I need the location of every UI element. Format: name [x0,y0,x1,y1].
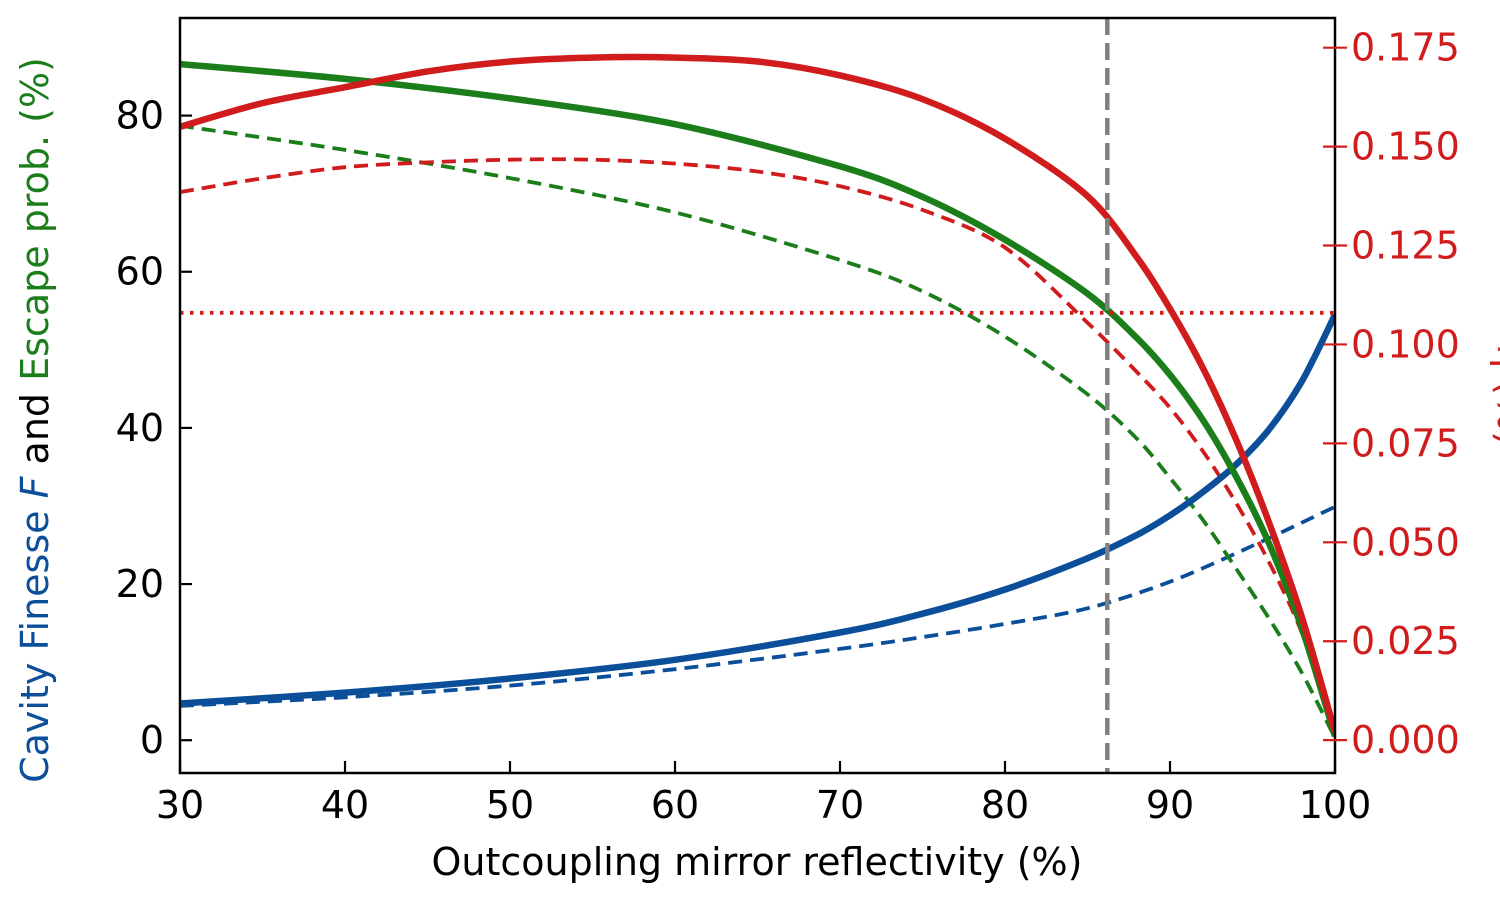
series-line-eta-solid [180,53,1335,734]
left-y-tick-label: 60 [116,250,164,294]
series-line-escape-dashed [180,123,1335,739]
x-tick-label: 60 [651,783,699,827]
x-tick-label: 90 [1146,783,1194,827]
right-y-tick-label: 0.125 [1351,224,1460,268]
right-y-tick-label: 0.150 [1351,125,1460,169]
series-line-eta-dashed [180,157,1335,733]
left-y-tick-label: 40 [116,406,164,450]
series-line-finesse-dashed [180,505,1335,708]
x-tick-label: 40 [321,783,369,827]
plot-frame [178,16,1337,775]
series-line-finesse-solid [180,313,1335,707]
left-y-title-and: and [13,381,57,477]
right-y-tick-label: 0.100 [1351,322,1460,366]
right-y-axis-title: η (%) [1489,344,1500,446]
x-tick-label: 80 [981,783,1029,827]
series-line-escape-solid [180,60,1335,738]
right-y-tick-label: 0.050 [1351,520,1460,564]
left-y-axis-title: Cavity Finesse F and Escape prob. (%) [13,57,57,783]
left-y-title-cavity-finesse: Cavity Finesse [13,498,57,783]
right-y-tick-label: 0.075 [1351,421,1460,465]
left-y-title-escape-prob: Escape prob. (%) [13,57,57,381]
left-y-tick-label: 20 [116,562,164,606]
series-layer [180,53,1335,739]
x-tick-label: 70 [816,783,864,827]
right-y-tick-label: 0.175 [1351,26,1460,70]
x-axis-title: Outcoupling mirror reflectivity (%) [431,840,1082,884]
x-tick-label: 100 [1299,783,1372,827]
right-y-tick-label: 0.025 [1351,619,1460,663]
left-y-tick-label: 80 [116,94,164,138]
right-y-tick-label: 0.000 [1351,718,1460,762]
x-tick-label: 30 [156,783,204,827]
x-tick-label: 50 [486,783,534,827]
left-y-tick-label: 0 [140,718,164,762]
reference-lines [180,18,1335,773]
axes: 30 40 50 60 70 80 90 100 0 20 40 60 80 0.000 0.025 0.05… [116,16,1460,827]
left-y-title-F: F [13,475,57,498]
